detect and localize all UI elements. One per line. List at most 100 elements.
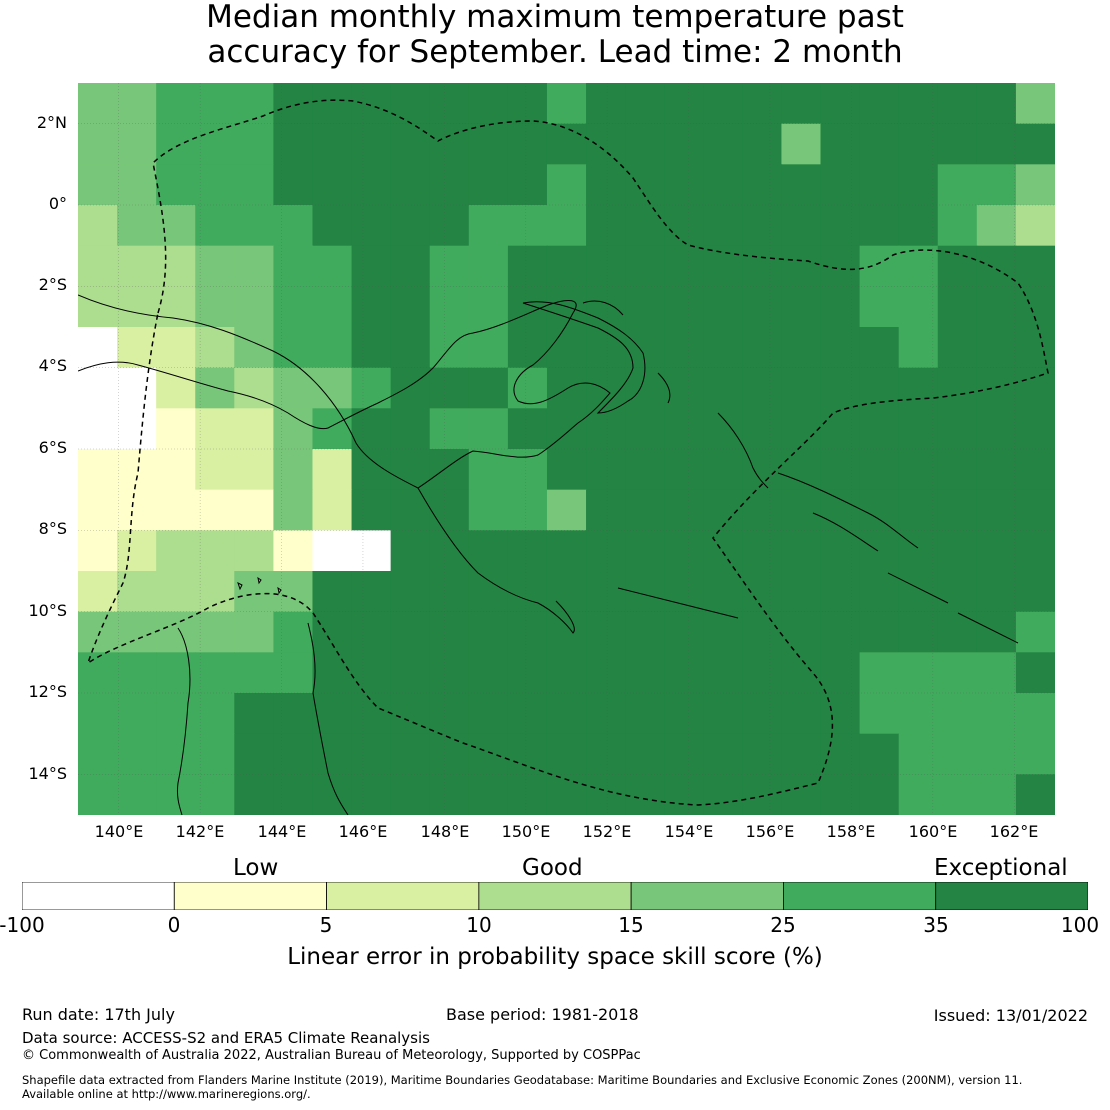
grid-cell	[78, 327, 118, 369]
grid-cell	[156, 530, 196, 572]
grid-cell	[78, 774, 118, 815]
grid-cell	[234, 245, 274, 287]
grid-cell	[586, 571, 626, 613]
grid-cell	[507, 327, 548, 369]
grid-cell	[664, 530, 704, 572]
grid-cell	[742, 733, 783, 775]
grid-cell	[156, 693, 196, 735]
grid-cell	[781, 693, 822, 735]
grid-cell	[312, 652, 353, 694]
grid-cell	[390, 652, 431, 694]
grid-cell	[859, 652, 900, 694]
grid-cell	[429, 571, 470, 613]
grid-cell	[234, 571, 274, 613]
colorbar	[22, 882, 1088, 910]
grid-cell	[312, 286, 353, 328]
colorbar-tick-0: 0	[167, 913, 181, 937]
grid-cell	[898, 286, 939, 328]
grid-cell	[664, 408, 704, 450]
grid-cell	[429, 205, 470, 247]
grid-cell	[703, 205, 743, 247]
grid-cell	[390, 286, 431, 328]
grid-cell	[1015, 367, 1055, 409]
grid-cell	[1015, 327, 1055, 369]
colorbar-tick-10: 10	[466, 913, 492, 937]
grid-cell	[273, 774, 314, 815]
grid-cell	[351, 489, 392, 531]
grid-cell	[976, 286, 1017, 328]
grid-cell	[273, 83, 314, 125]
grid-cell	[507, 774, 548, 815]
grid-cell	[429, 652, 470, 694]
grid-cell	[312, 123, 353, 165]
grid-cell	[195, 367, 235, 409]
grid-cell	[468, 245, 509, 287]
grid-cell	[976, 693, 1017, 735]
grid-cell	[703, 245, 743, 287]
grid-cell	[1015, 83, 1055, 125]
grid-cell	[468, 733, 509, 775]
grid-cell	[1015, 571, 1055, 613]
grid-cell	[976, 367, 1017, 409]
grid-cell	[507, 693, 548, 735]
grid-cell	[234, 489, 274, 531]
grid-cell	[468, 449, 509, 491]
grid-cell	[546, 652, 587, 694]
grid-cell	[820, 652, 861, 694]
grid-cell	[156, 327, 196, 369]
skill-grid	[78, 83, 1055, 815]
grid-cell	[117, 733, 157, 775]
grid-cell	[937, 245, 978, 287]
grid-cell	[859, 733, 900, 775]
grid-cell	[78, 733, 118, 775]
grid-cell	[156, 367, 196, 409]
grid-cell	[273, 286, 314, 328]
grid-cell	[742, 327, 783, 369]
grid-cell	[859, 245, 900, 287]
grid-cell	[546, 83, 587, 125]
legend-category-low: Low	[233, 855, 279, 881]
lat-label-0: 0°	[48, 194, 67, 213]
grid-cell	[507, 571, 548, 613]
grid-cell	[117, 83, 157, 125]
grid-cell	[898, 693, 939, 735]
grid-cell	[664, 123, 704, 165]
grid-cell	[468, 652, 509, 694]
grid-cell	[429, 733, 470, 775]
grid-cell	[586, 367, 626, 409]
grid-cell	[703, 733, 743, 775]
grid-cell	[156, 408, 196, 450]
grid-cell	[312, 164, 353, 206]
grid-cell	[586, 83, 626, 125]
grid-cell	[195, 449, 235, 491]
grid-cell	[820, 164, 861, 206]
grid-cell	[742, 286, 783, 328]
grid-cell	[703, 83, 743, 125]
grid-cell	[742, 489, 783, 531]
grid-cell	[703, 652, 743, 694]
grid-cell	[703, 286, 743, 328]
grid-cell	[234, 774, 274, 815]
grid-cell	[703, 611, 743, 653]
grid-cell	[781, 611, 822, 653]
skill-map	[78, 83, 1055, 815]
grid-cell	[859, 408, 900, 450]
grid-cell	[586, 693, 626, 735]
grid-cell	[742, 571, 783, 613]
lat-label-8s: 8°S	[38, 519, 67, 538]
grid-cell	[78, 205, 118, 247]
lon-label-162e: 162°E	[989, 822, 1039, 841]
base-period: Base period: 1981-2018	[446, 1005, 639, 1024]
grid-cell	[351, 693, 392, 735]
grid-cell	[117, 205, 157, 247]
issued-date: Issued: 13/01/2022	[933, 1006, 1088, 1025]
bougainville-coast	[717, 412, 769, 489]
grid-cell	[742, 245, 783, 287]
grid-cell	[351, 652, 392, 694]
grid-cell	[664, 83, 704, 125]
grid-cell	[664, 611, 704, 653]
grid-cell	[390, 123, 431, 165]
grid-cell	[976, 449, 1017, 491]
grid-cell	[664, 693, 704, 735]
grid-cell	[1015, 286, 1055, 328]
